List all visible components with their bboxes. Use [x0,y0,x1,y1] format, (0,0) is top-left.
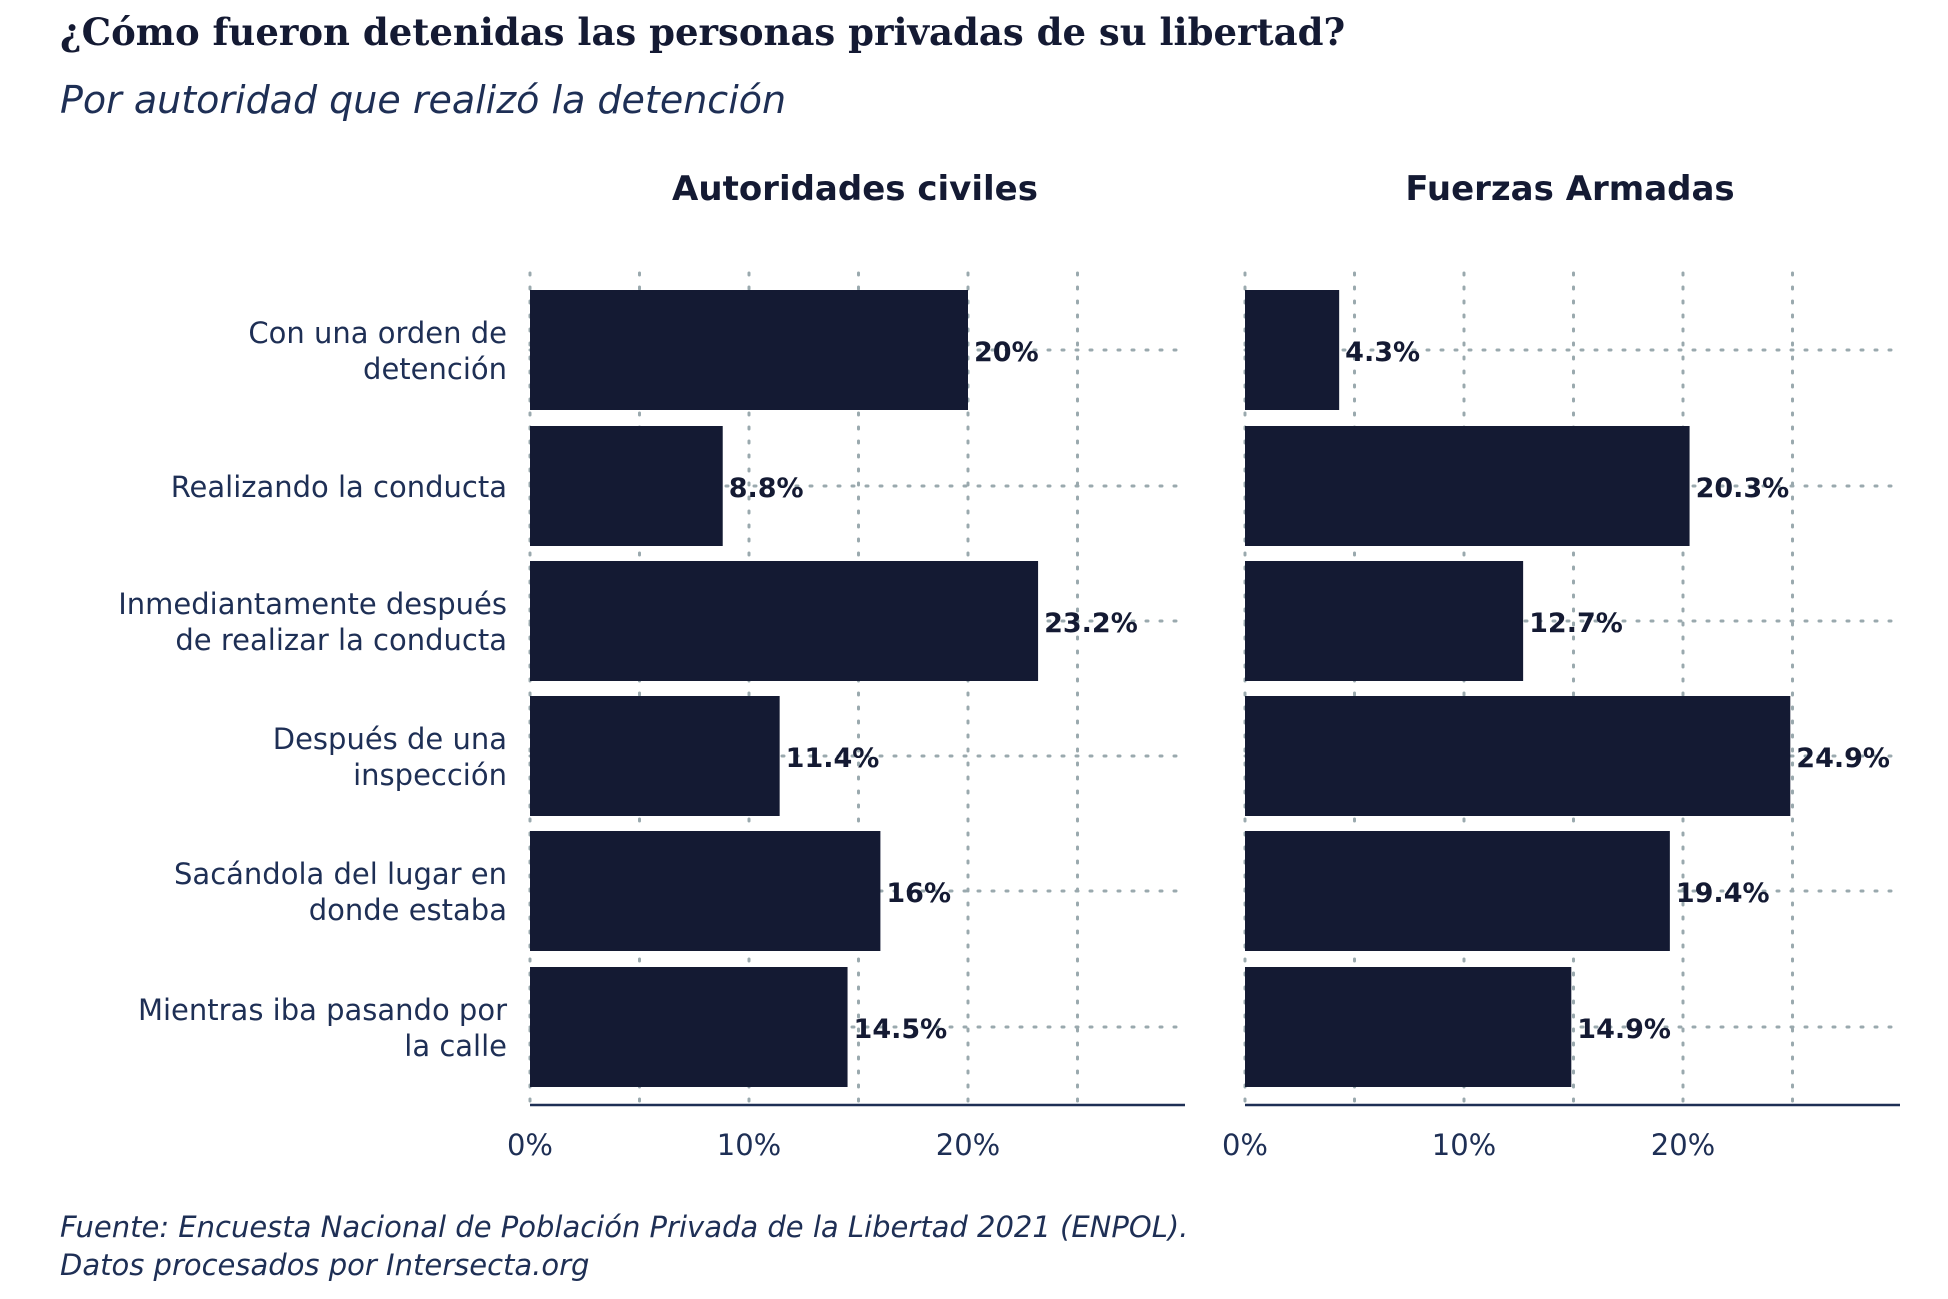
bar-value-label: 23.2% [1044,608,1138,639]
bar-value-label: 12.7% [1529,608,1623,639]
bar-value-label: 14.9% [1577,1014,1671,1045]
bar-value-label: 20% [974,337,1039,368]
caption-source: Fuente: Encuesta Nacional de Población P… [60,1210,1189,1244]
bar [1245,426,1690,546]
bar-value-label: 14.5% [854,1014,948,1045]
x-tick-label: 0% [507,1128,553,1162]
chart-title: ¿Cómo fueron detenidas las personas priv… [60,10,1346,54]
x-tick-label: 10% [717,1128,781,1162]
category-label: Inmediantamente después [118,587,507,621]
bar-value-label: 4.3% [1345,337,1420,368]
bar-value-label: 11.4% [786,743,880,774]
bar [1245,967,1572,1087]
bar [530,831,881,951]
caption-credit: Datos procesados por Intersecta.org [60,1248,590,1282]
bar [1245,290,1340,410]
panel-title: Fuerzas Armadas [1405,169,1734,209]
category-label: la calle [404,1029,507,1063]
category-label: Realizando la conducta [171,470,507,504]
chart-subtitle: Por autoridad que realizó la detención [60,78,787,122]
chart-caption: Fuente: Encuesta Nacional de Población P… [60,1208,1188,1284]
bar [1245,561,1524,681]
bar-value-label: 20.3% [1696,473,1790,504]
x-tick-label: 0% [1222,1128,1268,1162]
category-label: Mientras iba pasando por [138,993,507,1027]
bar [530,290,968,410]
bar-value-label: 8.8% [729,473,804,504]
bar [530,426,723,546]
bar-value-label: 19.4% [1676,878,1770,909]
x-tick-label: 20% [1651,1128,1715,1162]
bar [530,696,780,816]
bar [530,561,1039,681]
category-label: Después de una [273,722,507,756]
category-label: de realizar la conducta [175,623,507,657]
bar [530,967,848,1087]
x-tick-label: 10% [1432,1128,1496,1162]
bar-value-label: 16% [886,878,951,909]
category-label: inspección [353,758,507,792]
bar [1245,831,1670,951]
category-label: detención [363,352,507,386]
category-label: Con una orden de [248,316,507,350]
panel-title: Autoridades civiles [672,169,1038,209]
category-label: donde estaba [309,893,507,927]
x-tick-label: 20% [936,1128,1000,1162]
bar-value-label: 24.9% [1796,743,1890,774]
category-label: Sacándola del lugar en [174,857,507,891]
bar [1245,696,1791,816]
